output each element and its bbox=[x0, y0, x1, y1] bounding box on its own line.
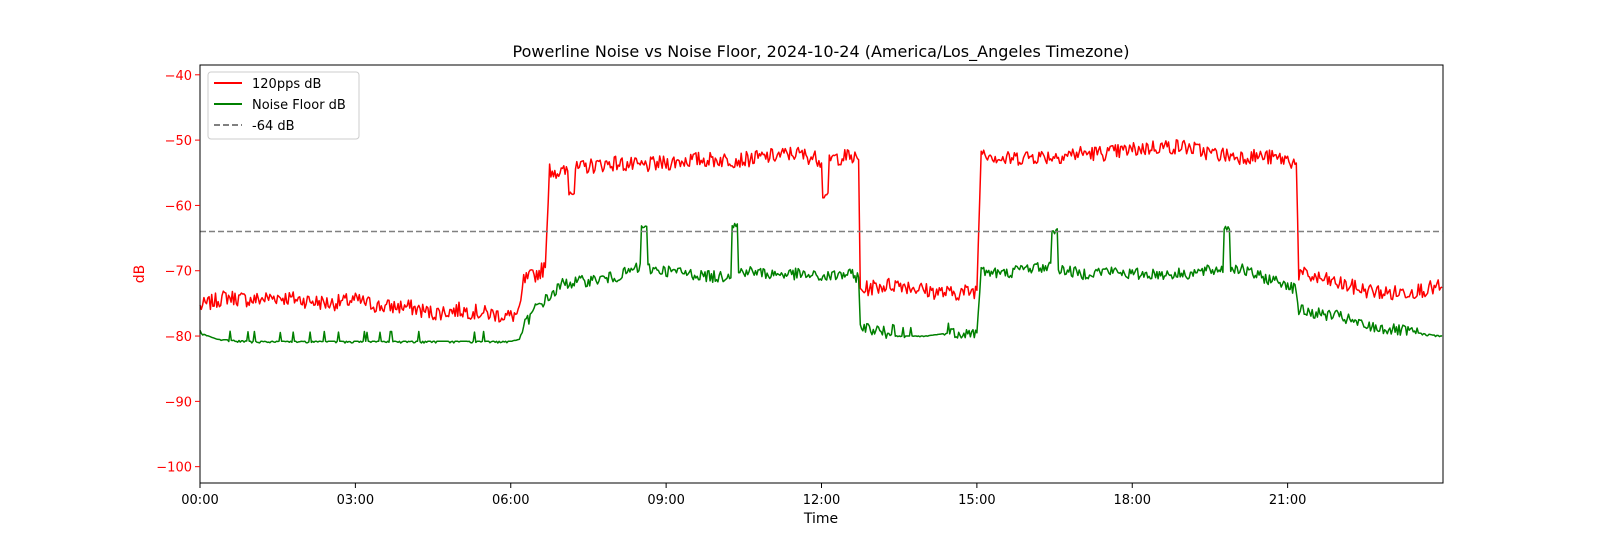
y-tick-label: −100 bbox=[156, 461, 192, 476]
x-tick-label: 00:00 bbox=[181, 493, 218, 508]
x-tick-label: 15:00 bbox=[958, 493, 995, 508]
series-lines bbox=[199, 139, 1443, 344]
y-tick-label: −40 bbox=[165, 69, 192, 84]
x-axis: 00:00 03:00 06:00 09:00 12:00 15:00 18:00 21:00 bbox=[181, 483, 1306, 508]
x-tick-label: 21:00 bbox=[1269, 493, 1306, 508]
y-tick-label: −60 bbox=[165, 199, 192, 214]
y-tick-label: −50 bbox=[165, 134, 192, 149]
x-tick-label: 12:00 bbox=[803, 493, 840, 508]
series-line-0 bbox=[199, 139, 1443, 323]
x-axis-label: Time bbox=[803, 511, 838, 527]
legend-box bbox=[207, 71, 360, 140]
y-axis-label: dB bbox=[132, 265, 148, 284]
y-axis: −40 −50 −60 −70 −80 −90 −100 bbox=[156, 69, 200, 476]
x-tick-label: 09:00 bbox=[647, 493, 684, 508]
legend-label: -64 dB bbox=[252, 119, 295, 134]
series-line-1 bbox=[199, 222, 1443, 344]
legend-label: Noise Floor dB bbox=[252, 98, 346, 113]
x-tick-label: 18:00 bbox=[1114, 493, 1151, 508]
legend-label: 120pps dB bbox=[252, 77, 321, 92]
x-tick-label: 03:00 bbox=[337, 493, 374, 508]
y-tick-label: −80 bbox=[165, 330, 192, 345]
legend: 120pps dB Noise Floor dB -64 dB bbox=[207, 71, 360, 140]
y-tick-label: −90 bbox=[165, 395, 192, 410]
chart-title: Powerline Noise vs Noise Floor, 2024-10-… bbox=[513, 42, 1130, 62]
x-tick-label: 06:00 bbox=[492, 493, 529, 508]
y-tick-label: −70 bbox=[165, 265, 192, 280]
